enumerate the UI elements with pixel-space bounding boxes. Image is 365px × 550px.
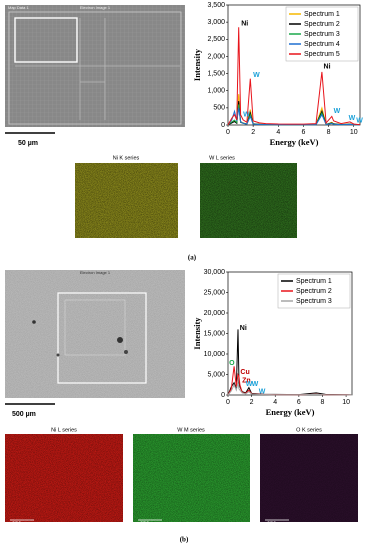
peak-label: Cu — [240, 369, 249, 376]
maps-a: Ni K series W L series 50µm 50µm (a) — [75, 155, 297, 262]
y-tick-label: 1,000 — [207, 88, 225, 95]
y-tick-label: 0 — [221, 392, 225, 399]
map-scale: 250µm — [140, 521, 157, 527]
legend-label: Spectrum 5 — [304, 51, 340, 58]
x-tick-label: 0 — [226, 129, 230, 136]
x-axis-title: Energy (keV) — [270, 137, 319, 147]
map-title: Ni K series — [113, 155, 140, 161]
peak-label: W — [252, 381, 259, 388]
x-tick-label: 2 — [251, 129, 255, 136]
x-tick-label: 8 — [321, 399, 325, 406]
image-title: Electron Image 1 — [80, 270, 111, 275]
sem-image-a: Map Data 1 Electron Image 1 50 µm — [5, 5, 185, 147]
x-axis-title: Energy (keV) — [266, 407, 315, 417]
sem-image-b: Electron Image 1 500 µm — [5, 270, 185, 418]
legend-label: Spectrum 3 — [296, 298, 332, 305]
y-tick-label: 500 — [213, 105, 225, 112]
peak-label: W — [356, 118, 363, 125]
y-tick-label: 5,000 — [207, 371, 225, 378]
y-tick-label: 10,000 — [204, 351, 226, 358]
peak-label: W — [259, 389, 266, 396]
caption: (a) — [188, 254, 197, 262]
scale-bar: 500 µm — [12, 411, 36, 418]
y-tick-label: 1,500 — [207, 70, 225, 77]
map-scale: 250µm — [12, 521, 29, 527]
map-scale: 50µm — [82, 241, 96, 247]
image-label: Map Data 1 — [8, 5, 29, 10]
spectrum-line — [227, 382, 353, 396]
peak-label: O — [229, 360, 235, 367]
x-tick-label: 8 — [327, 129, 331, 136]
map-scale: 50µm — [206, 241, 220, 247]
y-tick-label: 0 — [221, 122, 225, 129]
x-tick-label: 2 — [250, 399, 254, 406]
legend-label: Spectrum 1 — [304, 11, 340, 18]
y-tick-label: 2,000 — [207, 53, 225, 60]
y-tick-label: 30,000 — [204, 269, 226, 276]
x-tick-label: 6 — [297, 399, 301, 406]
caption: (b) — [180, 536, 189, 544]
x-tick-label: 10 — [342, 399, 350, 406]
map-title: W L series — [209, 155, 235, 161]
peak-label: W — [243, 112, 250, 119]
scale-bar: 50 µm — [18, 140, 38, 147]
image-title: Electron Image 1 — [80, 5, 111, 10]
y-tick-label: 2,500 — [207, 36, 225, 43]
map-title: Ni L series — [51, 427, 77, 433]
peak-label: Ni — [324, 64, 331, 71]
peak-label: W — [334, 108, 341, 115]
x-tick-label: 0 — [226, 399, 230, 406]
y-tick-label: 3,000 — [207, 19, 225, 26]
spectrum-line — [227, 329, 353, 396]
x-tick-label: 6 — [301, 129, 305, 136]
x-tick-label: 4 — [276, 129, 280, 136]
y-tick-label: 15,000 — [204, 330, 226, 337]
maps-b: Ni L series W M series O K series 250µm … — [5, 427, 358, 544]
y-axis-title: Intensity — [192, 317, 202, 350]
peak-label: Ni — [240, 325, 247, 332]
legend-label: Spectrum 4 — [304, 41, 340, 48]
legend-label: Spectrum 2 — [304, 21, 340, 28]
peak-label: Zn — [242, 377, 251, 384]
map-title: O K series — [296, 427, 322, 433]
y-tick-label: 3,500 — [207, 2, 225, 9]
peak-label: W — [246, 381, 253, 388]
peak-label: Ni — [241, 21, 248, 28]
map-scale: 250µm — [267, 521, 284, 527]
legend-label: Spectrum 2 — [296, 288, 332, 295]
map-title: W M series — [177, 427, 205, 433]
spectrum-line — [227, 107, 361, 126]
y-tick-label: 20,000 — [204, 310, 226, 317]
y-tick-label: 25,000 — [204, 289, 226, 296]
spectrum-line — [227, 27, 361, 126]
x-tick-label: 10 — [350, 129, 358, 136]
peak-label: W — [253, 72, 260, 79]
legend-label: Spectrum 3 — [304, 31, 340, 38]
peak-label: W — [349, 115, 356, 122]
legend-label: Spectrum 1 — [296, 278, 332, 285]
x-tick-label: 4 — [273, 399, 277, 406]
y-axis-title: Intensity — [192, 48, 202, 81]
